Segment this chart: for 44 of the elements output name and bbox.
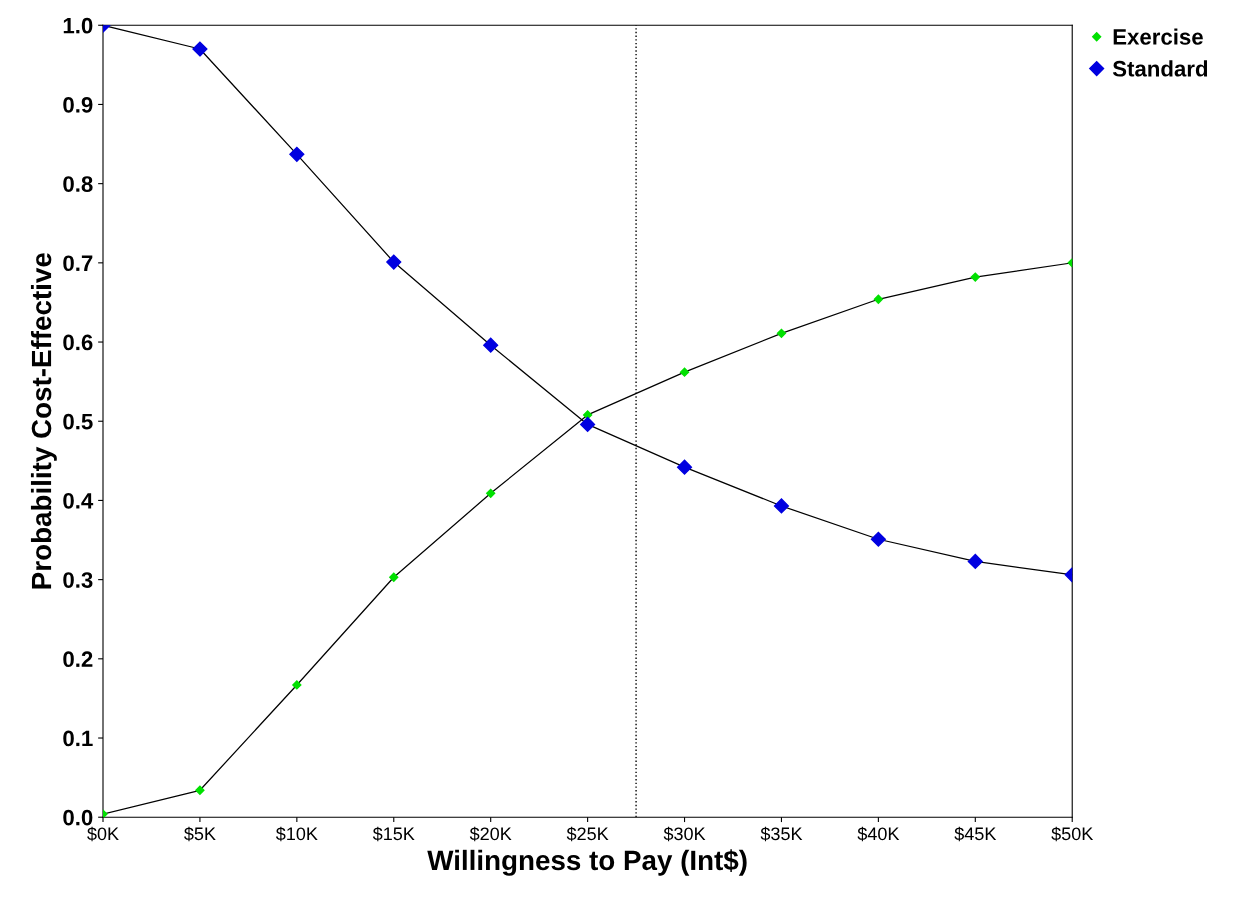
point [580, 416, 596, 432]
x-tick-label: $30K [663, 826, 706, 842]
x-axis-title: Willingness to Pay (Int$) [427, 849, 747, 876]
x-tick-label: $50K [1051, 826, 1094, 842]
x-tick-label: $25K [566, 826, 609, 842]
point [776, 328, 787, 338]
point [970, 272, 980, 282]
point [967, 553, 983, 569]
x-tick-label: $35K [760, 826, 803, 842]
point [773, 498, 790, 514]
x-tick-label: $45K [954, 826, 997, 842]
x-tick-label: $10K [275, 826, 318, 842]
point [679, 367, 690, 377]
point [873, 294, 884, 304]
point [582, 410, 593, 420]
point [195, 785, 205, 795]
y-tick-label: 0.6 [63, 334, 93, 351]
point [386, 254, 402, 270]
legend-label: Exercise [1113, 28, 1203, 45]
y-tick-label: 0.7 [63, 255, 93, 272]
x-tick-label: $5K [184, 826, 216, 842]
y-tick-label: 0.4 [63, 492, 94, 509]
y-tick-label: 0.0 [63, 809, 93, 826]
y-tick-label: 0.8 [63, 176, 93, 192]
y-tick-label: 1.0 [63, 17, 93, 34]
x-tick-label: $0K [87, 826, 119, 842]
y-tick-label: 0.5 [63, 413, 93, 430]
point [289, 146, 305, 162]
point [389, 572, 399, 582]
y-tick-label: 0.3 [63, 572, 93, 588]
x-tick-label: $20K [469, 826, 512, 842]
point [676, 459, 693, 475]
point [483, 337, 499, 353]
point [192, 41, 208, 57]
y-tick-label: 0.2 [63, 651, 93, 668]
point [292, 680, 302, 690]
point [870, 531, 886, 547]
y-tick-label: 0.9 [63, 96, 93, 113]
point [486, 488, 496, 498]
x-tick-label: $15K [372, 826, 415, 842]
legend-label: Standard [1112, 60, 1208, 77]
y-tick-label: 0.1 [63, 730, 93, 747]
y-axis-title: Probability Cost-Effective [30, 253, 57, 589]
x-tick-label: $40K [857, 826, 900, 842]
